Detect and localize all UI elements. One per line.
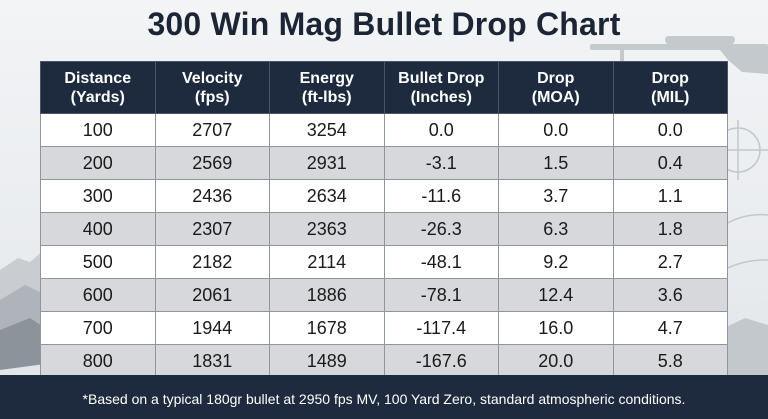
table-cell: 200 (40, 146, 156, 180)
column-header-label: Velocity (182, 69, 243, 87)
table-cell: -117.4 (383, 311, 499, 345)
table-row: 400 2307 2363 -26.3 6.3 1.8 (40, 212, 728, 246)
table-cell: -48.1 (383, 245, 499, 279)
table-row: 200 2569 2931 -3.1 1.5 0.4 (40, 146, 728, 180)
table-cell: 1.8 (612, 212, 728, 246)
column-header-unit: (Yards) (70, 88, 125, 106)
table-cell: 500 (40, 245, 156, 279)
table-cell: 12.4 (498, 278, 614, 312)
table-row: 700 1944 1678 -117.4 16.0 4.7 (40, 311, 728, 345)
column-header-label: Drop (651, 69, 689, 87)
table-cell: 20.0 (498, 344, 614, 378)
column-header: Bullet Drop (Inches) (383, 61, 499, 114)
table-row: 800 1831 1489 -167.6 20.0 5.8 (40, 344, 728, 378)
table-cell: 2931 (269, 146, 385, 180)
table-cell: 3254 (269, 113, 385, 147)
table-cell: 1886 (269, 278, 385, 312)
table-cell: 0.0 (612, 113, 728, 147)
bullet-drop-table: Distance (Yards) Velocity (fps) Energy (ft-lb… (40, 61, 728, 378)
column-header-unit: (fps) (194, 88, 230, 106)
table-cell: 2634 (269, 179, 385, 213)
table-cell: 0.0 (383, 113, 499, 147)
table-cell: 3.7 (498, 179, 614, 213)
footnote: *Based on a typical 180gr bullet at 2950… (82, 391, 686, 407)
column-header-unit: (Inches) (410, 88, 472, 106)
table-cell: 300 (40, 179, 156, 213)
table-cell: -11.6 (383, 179, 499, 213)
table-cell: 600 (40, 278, 156, 312)
table-cell: 1678 (269, 311, 385, 345)
column-header-label: Distance (64, 69, 132, 87)
table-cell: 3.6 (612, 278, 728, 312)
table-cell: 1831 (154, 344, 270, 378)
table-cell: 400 (40, 212, 156, 246)
column-header-label: Energy (299, 69, 354, 87)
table-cell: 1944 (154, 311, 270, 345)
table-cell: 9.2 (498, 245, 614, 279)
table-row: 600 2061 1886 -78.1 12.4 3.6 (40, 278, 728, 312)
table-cell: -3.1 (383, 146, 499, 180)
table-cell: -26.3 (383, 212, 499, 246)
column-header-unit: (MOA) (531, 88, 580, 106)
table-cell: 2061 (154, 278, 270, 312)
column-header: Drop (MOA) (498, 61, 614, 114)
column-header-unit: (ft-lbs) (301, 88, 352, 106)
column-header-label: Drop (537, 69, 575, 87)
table-cell: 0.0 (498, 113, 614, 147)
table-cell: 700 (40, 311, 156, 345)
column-header: Drop (MIL) (612, 61, 728, 114)
table-cell: 2707 (154, 113, 270, 147)
table-row: 500 2182 2114 -48.1 9.2 2.7 (40, 245, 728, 279)
table-header-row: Distance (Yards) Velocity (fps) Energy (ft-lb… (40, 61, 728, 114)
chart-title: 300 Win Mag Bullet Drop Chart (147, 6, 621, 42)
table-cell: 2436 (154, 179, 270, 213)
column-header: Distance (Yards) (40, 61, 156, 114)
table-cell: 2182 (154, 245, 270, 279)
table-cell: 6.3 (498, 212, 614, 246)
table-body: 100 2707 3254 0.0 0.0 0.0 200 2569 2931 -3.1 1.5 0.… (40, 113, 728, 378)
column-header: Velocity (fps) (154, 61, 270, 114)
table-cell: 800 (40, 344, 156, 378)
table-cell: 1.1 (612, 179, 728, 213)
column-header: Energy (ft-lbs) (269, 61, 385, 114)
table-cell: 2363 (269, 212, 385, 246)
table-cell: 1489 (269, 344, 385, 378)
table-cell: -167.6 (383, 344, 499, 378)
table-cell: -78.1 (383, 278, 499, 312)
table-row: 300 2436 2634 -11.6 3.7 1.1 (40, 179, 728, 213)
table-cell: 1.5 (498, 146, 614, 180)
table-cell: 2569 (154, 146, 270, 180)
column-header-label: Bullet Drop (398, 69, 485, 87)
table-row: 100 2707 3254 0.0 0.0 0.0 (40, 113, 728, 147)
table-cell: 0.4 (612, 146, 728, 180)
table-cell: 100 (40, 113, 156, 147)
table-cell: 4.7 (612, 311, 728, 345)
table-cell: 2114 (269, 245, 385, 279)
footer-band (0, 375, 768, 419)
table-cell: 2307 (154, 212, 270, 246)
column-header-unit: (MIL) (651, 88, 690, 106)
table-cell: 16.0 (498, 311, 614, 345)
table-cell: 5.8 (612, 344, 728, 378)
table-cell: 2.7 (612, 245, 728, 279)
